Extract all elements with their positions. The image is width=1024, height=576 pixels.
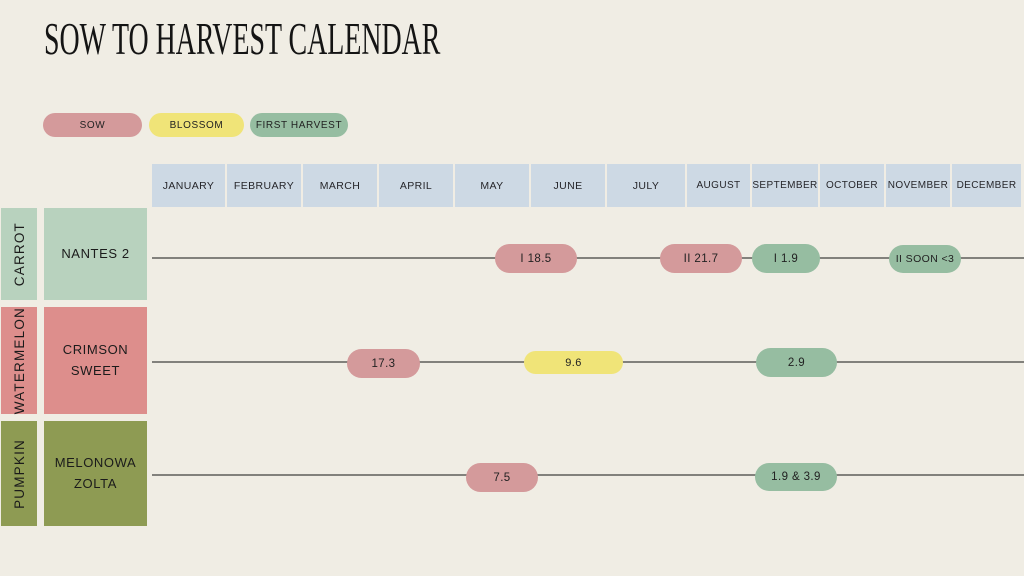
month-header-may: MAY <box>455 164 529 207</box>
legend-item-blossom: BLOSSOM <box>149 113 244 137</box>
crop-label-pumpkin: PUMPKIN <box>1 421 37 526</box>
month-header-june: JUNE <box>531 164 605 207</box>
month-header-january: JANUARY <box>152 164 225 207</box>
pill-pumpkin-harvest: 1.9 & 3.9 <box>755 463 837 491</box>
variety-label-melonowa-zolta: MELONOWA ZOLTA <box>44 421 147 526</box>
month-header-february: FEBRUARY <box>227 164 301 207</box>
variety-label-nantes-2: NANTES 2 <box>44 208 147 300</box>
pill-carrot-harvest-2: II SOON <3 <box>889 245 961 273</box>
month-header-march: MARCH <box>303 164 377 207</box>
month-header-december: DECEMBER <box>952 164 1021 207</box>
month-header-october: OCTOBER <box>820 164 884 207</box>
crop-label-watermelon: WATERMELON <box>1 307 37 414</box>
legend-item-sow: SOW <box>43 113 142 137</box>
pill-carrot-sow-1: I 18.5 <box>495 244 577 273</box>
month-header-july: JULY <box>607 164 685 207</box>
month-header-april: APRIL <box>379 164 453 207</box>
month-header-september: SEPTEMBER <box>752 164 818 207</box>
pill-carrot-harvest-1: I 1.9 <box>752 244 820 273</box>
timeline-carrot <box>152 257 1024 259</box>
timeline-pumpkin <box>152 474 1024 476</box>
pill-watermelon-harvest: 2.9 <box>756 348 837 377</box>
legend-item-first-harvest: FIRST HARVEST <box>250 113 348 137</box>
pill-watermelon-blossom: 9.6 <box>524 351 623 374</box>
variety-label-crimson-sweet: CRIMSON SWEET <box>44 307 147 414</box>
page-title: SOW TO HARVEST CALENDAR <box>44 14 441 64</box>
month-header-november: NOVEMBER <box>886 164 950 207</box>
pill-carrot-sow-2: II 21.7 <box>660 244 742 273</box>
pill-watermelon-sow: 17.3 <box>347 349 420 378</box>
month-header-august: AUGUST <box>687 164 750 207</box>
month-header-row: JANUARY FEBRUARY MARCH APRIL MAY JUNE JU… <box>152 164 1021 207</box>
crop-label-carrot: CARROT <box>1 208 37 300</box>
pill-pumpkin-sow: 7.5 <box>466 463 538 492</box>
